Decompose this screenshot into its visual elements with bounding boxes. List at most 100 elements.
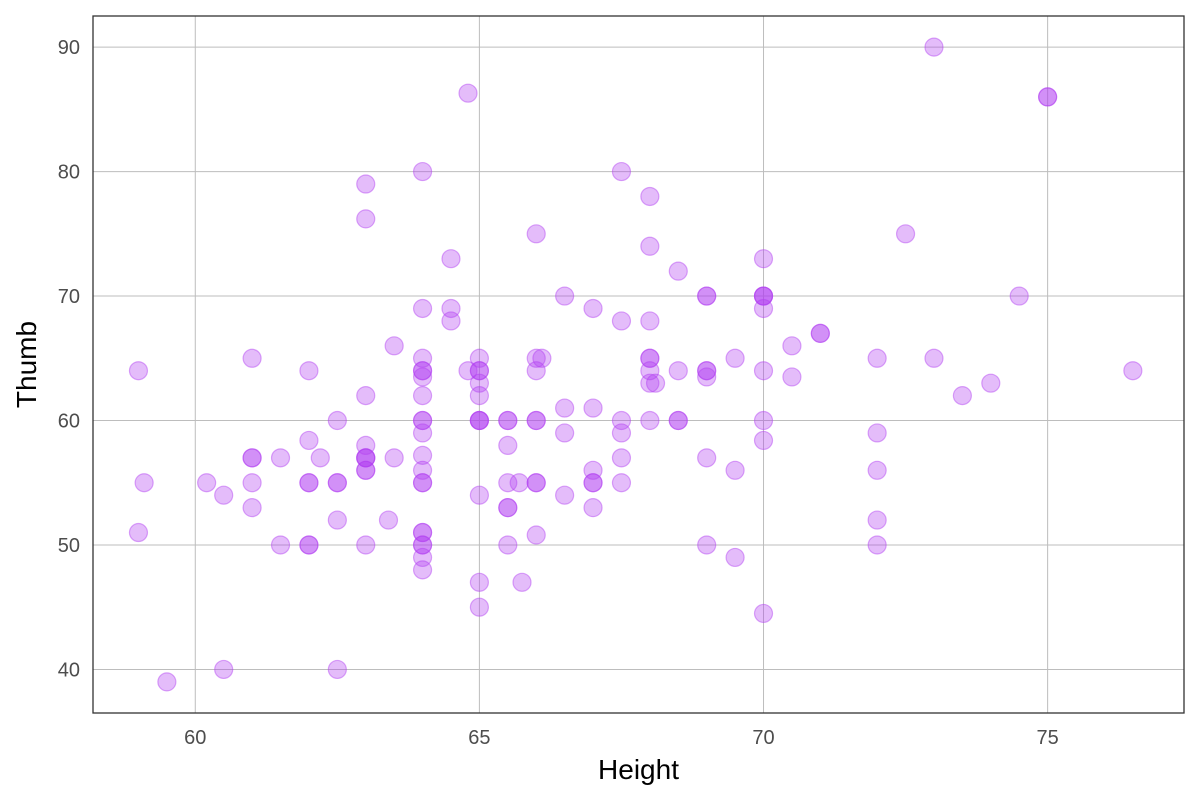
data-point (924, 37, 944, 57)
data-point (242, 448, 262, 468)
data-point (1009, 286, 1029, 306)
data-point (197, 473, 217, 493)
data-point (327, 410, 347, 431)
data-point (242, 473, 262, 493)
data-point (469, 361, 489, 381)
data-point (412, 361, 433, 381)
data-point (1038, 87, 1058, 107)
x-tick-label: 70 (752, 727, 774, 749)
data-point (469, 597, 489, 617)
data-point (412, 410, 433, 431)
x-tick-label: 75 (1037, 727, 1059, 749)
data-point (753, 286, 774, 306)
data-point (782, 367, 802, 387)
data-point (583, 398, 603, 418)
data-point (753, 361, 774, 381)
data-point (895, 224, 916, 244)
y-tick-label: 40 (58, 659, 80, 681)
data-point (640, 348, 660, 368)
data-point (469, 361, 489, 381)
data-point (441, 249, 461, 269)
data-point (498, 435, 518, 456)
data-point (668, 361, 688, 381)
data-point (299, 535, 319, 555)
data-point (270, 535, 291, 555)
data-point (509, 473, 529, 493)
data-point (384, 448, 404, 468)
data-point (526, 224, 546, 244)
data-point (640, 348, 660, 368)
data-point (526, 410, 546, 431)
data-point (981, 373, 1001, 393)
data-point (384, 336, 404, 356)
data-point (753, 298, 774, 319)
data-point (810, 323, 830, 343)
x-tick-label: 60 (184, 727, 206, 749)
y-tick-label: 70 (58, 286, 80, 308)
data-point (555, 423, 575, 443)
data-point (924, 348, 944, 368)
data-point (412, 473, 433, 493)
data-point (867, 510, 887, 530)
data-point (583, 460, 603, 480)
data-point (469, 410, 489, 431)
data-point (327, 510, 347, 530)
data-point (498, 535, 518, 555)
data-point (412, 535, 433, 555)
data-point (668, 261, 688, 281)
data-point (412, 473, 433, 493)
data-point (469, 386, 489, 406)
data-point (952, 386, 972, 406)
data-point (498, 498, 518, 518)
data-point (412, 535, 433, 555)
data-point (412, 547, 433, 568)
data-point (645, 373, 666, 393)
data-point (526, 410, 546, 431)
data-point (697, 361, 717, 381)
data-point (555, 485, 575, 505)
data-point (128, 522, 149, 543)
data-point (753, 286, 774, 306)
data-point (640, 236, 660, 256)
data-point (668, 410, 688, 431)
data-point (526, 473, 546, 493)
data-point (498, 473, 518, 493)
data-point (412, 161, 433, 182)
data-point (697, 286, 717, 306)
data-point (640, 311, 660, 331)
data-point (498, 410, 518, 431)
data-point (512, 572, 532, 592)
data-point (327, 473, 347, 493)
data-point (310, 448, 330, 468)
data-point (412, 367, 433, 387)
data-point (412, 460, 433, 480)
data-point (469, 485, 489, 505)
data-point (458, 361, 478, 381)
data-point (611, 473, 632, 493)
data-point (441, 298, 461, 319)
data-point (583, 473, 603, 493)
data-point (412, 386, 433, 406)
data-point (214, 485, 234, 505)
data-point (583, 498, 603, 518)
data-point (356, 209, 376, 229)
data-point (753, 286, 774, 306)
y-tick-label: 60 (58, 411, 80, 433)
data-point (725, 460, 745, 480)
data-point (412, 445, 433, 465)
data-point (1038, 87, 1058, 107)
data-point (242, 448, 262, 468)
data-point (498, 410, 518, 431)
data-point (327, 473, 347, 493)
data-point (782, 336, 802, 356)
data-point (611, 161, 632, 182)
data-point (753, 430, 774, 451)
data-point (583, 473, 603, 493)
data-point (532, 348, 552, 368)
data-point (157, 672, 177, 692)
x-axis-ticks: 60 65 70 75 (184, 727, 1059, 749)
data-point (697, 367, 717, 387)
y-tick-label: 90 (58, 37, 80, 59)
data-point (697, 448, 717, 468)
